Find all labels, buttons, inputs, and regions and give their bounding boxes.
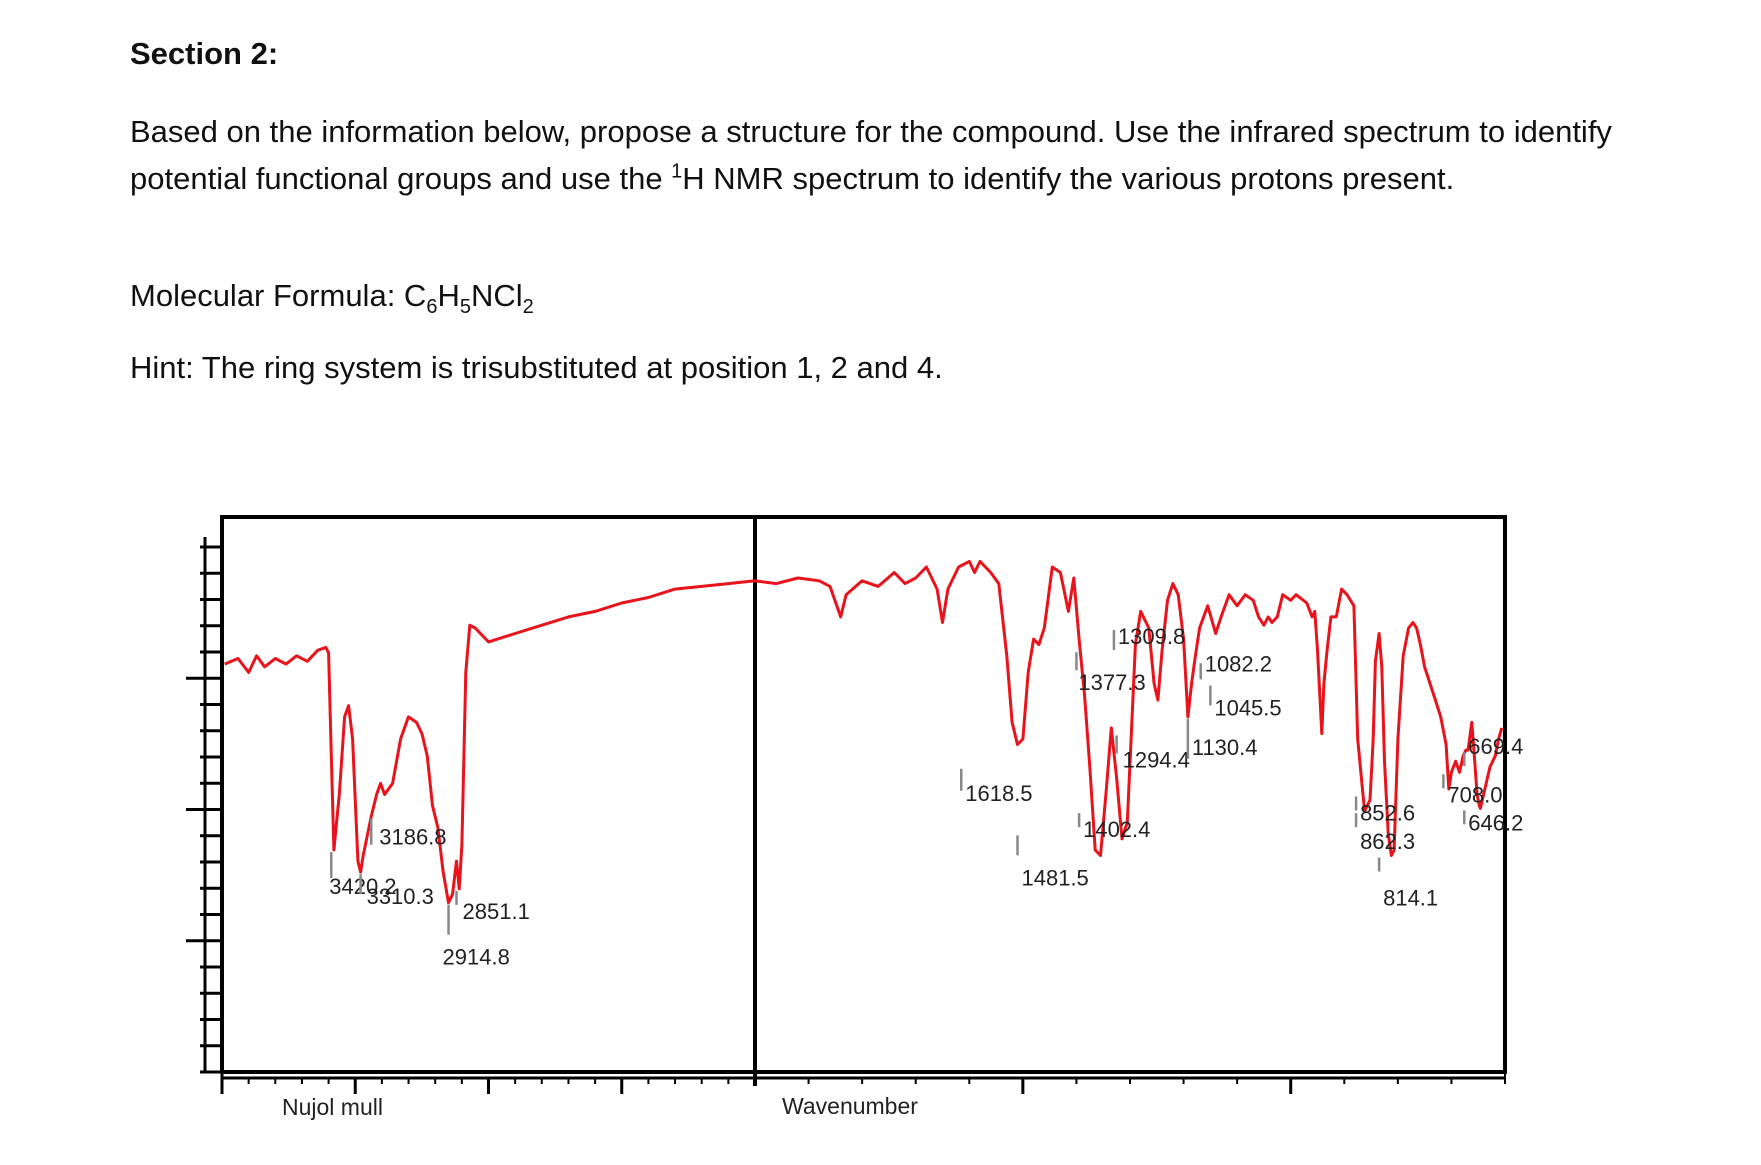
x-axis — [220, 1072, 1506, 1094]
peak-label: 1618.5 — [965, 781, 1032, 806]
nmr-isotope-superscript: 1 — [671, 160, 683, 183]
peak-label: 1377.3 — [1078, 670, 1145, 695]
peak-label: 646.2 — [1468, 810, 1523, 835]
formula-label: Molecular Formula: — [130, 278, 404, 313]
peak-label: 1082.2 — [1205, 651, 1272, 676]
hint-text: Hint: The ring system is trisubstituted … — [130, 350, 943, 385]
peak-label: 1045.5 — [1214, 696, 1281, 721]
peak-label: 3420.2 — [329, 874, 396, 899]
peak-label: 708.0 — [1447, 782, 1502, 807]
question-text-start: Based on the information below, propose … — [130, 114, 1612, 196]
x-axis-label: Wavenumber — [782, 1093, 918, 1119]
peak-label: 1309.8 — [1118, 624, 1185, 649]
spectrum-series-line — [224, 559, 1504, 905]
peak-label: 862.3 — [1360, 829, 1415, 854]
peak-label: 814.1 — [1383, 886, 1438, 911]
peak-label: 3310.3 — [367, 884, 434, 909]
formula-element-h: H — [437, 278, 460, 313]
peak-label: 1481.5 — [1022, 865, 1089, 890]
y-axis — [186, 537, 222, 1074]
section-title: Section 2: — [130, 36, 279, 71]
sample-label: Nujol mull — [282, 1094, 383, 1120]
peak-label: 1130.4 — [1192, 735, 1258, 760]
formula-sub-2: 2 — [522, 296, 534, 319]
peak-label: 852.6 — [1360, 801, 1415, 826]
peak-label: 2914.8 — [443, 945, 510, 970]
formula-element-c: C — [403, 278, 427, 313]
question-document: Section 2: Based on the information belo… — [0, 0, 1761, 460]
peak-label: 1402.4 — [1083, 817, 1150, 842]
formula-sub-6: 6 — [426, 296, 438, 319]
formula-element-ncl: NCl — [470, 278, 523, 313]
molecular-formula: Molecular Formula: C6H5NCl2 — [130, 278, 534, 317]
peak-label: 2851.1 — [463, 899, 530, 924]
plot-frame — [220, 515, 1507, 1074]
peak-label: 1294.4 — [1123, 747, 1190, 772]
question-paragraph: Based on the information below, propose … — [130, 108, 1670, 202]
peak-label: 3186.8 — [379, 825, 446, 850]
peak-label: 669.4 — [1468, 734, 1523, 759]
question-text-end: H NMR spectrum to identify the various p… — [682, 161, 1455, 196]
formula-sub-5: 5 — [459, 296, 471, 319]
